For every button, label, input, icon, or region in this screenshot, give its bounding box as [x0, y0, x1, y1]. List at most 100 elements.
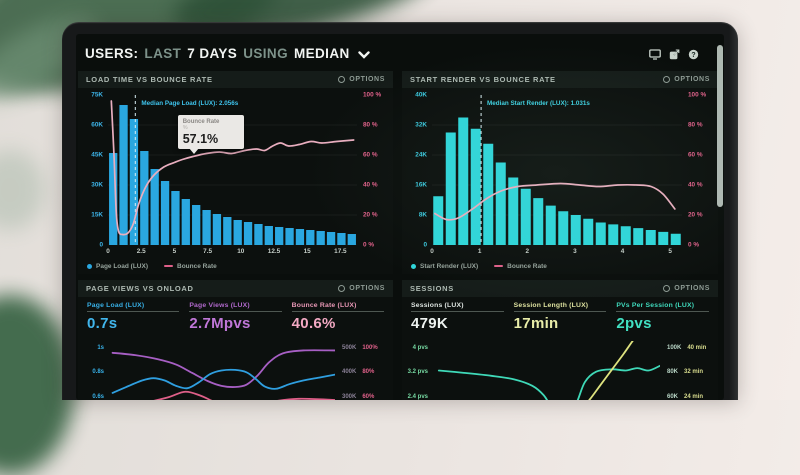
plot-area	[108, 341, 335, 400]
axis-tick: 4 pvs	[412, 344, 428, 351]
scrollbar-thumb[interactable]	[717, 45, 723, 207]
options-button[interactable]: OPTIONS	[338, 76, 385, 83]
stat-value: 2.7Mpvs	[189, 315, 251, 332]
axis-tick: 7.5	[203, 248, 213, 255]
axis-tick: 20 %	[688, 211, 703, 219]
start-render-chart: 40K 32K 24K 16K 8K 0 Median Start Render (LUX…	[402, 88, 718, 274]
stat-label: Session Length (LUX)	[513, 302, 607, 312]
axis-tick: 1	[477, 248, 482, 255]
axis-tick-value: 400K	[342, 369, 357, 376]
axis-tick: 0	[430, 248, 434, 255]
axis-tick: 15	[303, 248, 311, 255]
chevron-down-icon[interactable]	[357, 50, 370, 59]
gear-icon	[338, 76, 346, 83]
title-7days: 7 DAYS	[187, 46, 238, 61]
axis-tick: 60 %	[363, 151, 378, 159]
axis-tick: 3.2 pvs	[407, 369, 428, 376]
axis-tick: 15K	[91, 211, 103, 219]
axis-tick: 0	[99, 241, 103, 249]
axis-tick: 3	[573, 248, 577, 255]
legend-label: Start Render (LUX)	[420, 262, 479, 270]
axis-tick-value: 60%	[362, 394, 375, 400]
x-axis: 0 1 2 3 4 5	[430, 245, 682, 258]
svg-text:?: ?	[691, 52, 695, 59]
axis-tick: 2.4 pvs	[407, 394, 428, 400]
axis-tick-value: 300K	[342, 394, 357, 400]
axis-tick: 0 %	[363, 241, 375, 249]
axis-tick: 2.5	[136, 248, 146, 255]
tooltip-value: 57.1%	[182, 131, 219, 146]
plot-area: Median Page Load (LUX): 2.056s Bounce Rat…	[108, 95, 357, 245]
chart-canvas	[432, 341, 660, 400]
axis-tick-value: 80%	[362, 369, 375, 376]
axis-tick: 0	[106, 248, 110, 255]
tooltip-label: Bounce Rate	[182, 118, 220, 125]
panel-header: START RENDER VS BOUNCE RATE OPTIONS	[402, 71, 718, 88]
axis-tick: 5	[172, 248, 177, 255]
stat-label: PVs Per Session (LUX)	[616, 302, 709, 312]
axis-tick-value: 40 min	[687, 344, 707, 351]
axis-tick: 400K 80%	[342, 369, 374, 375]
help-icon[interactable]: ?	[688, 49, 699, 60]
panel-page-views: PAGE VIEWS VS ONLOAD OPTIONS Page Load (…	[78, 280, 393, 400]
axis-tick: 100K 40 min	[667, 345, 706, 351]
stat-block: Session Length (LUX) 17min	[513, 302, 607, 341]
axis-tick: 4	[620, 248, 625, 255]
legend-dot	[87, 263, 92, 269]
panel-title: SESSIONS	[410, 284, 454, 293]
legend-dash	[494, 265, 504, 267]
median-annotation: Median Page Load (LUX): 2.056s	[141, 100, 239, 107]
stats-row: Page Load (LUX) 0.7s Page Views (LUX) 2.7Mp…	[78, 297, 393, 341]
stat-label: Bounce Rate (LUX)	[291, 302, 384, 312]
share-icon[interactable]	[669, 49, 680, 60]
options-button[interactable]: OPTIONS	[663, 285, 710, 292]
axis-tick: 75K	[91, 91, 103, 99]
axis-tick: 16K	[415, 181, 427, 189]
axis-tick: 0.6s	[92, 394, 104, 400]
legend-label: Bounce Rate	[507, 262, 547, 270]
tooltip-sub: %	[182, 124, 188, 131]
axis-tick: 60K	[91, 121, 103, 129]
stat-value: 0.7s	[87, 315, 118, 332]
sessions-chart: Sessions (LUX) 479K Session Length (LUX) 17…	[402, 297, 718, 400]
panel-start-render: START RENDER VS BOUNCE RATE OPTIONS 40K 3…	[402, 71, 718, 274]
title-users: USERS:	[85, 46, 139, 61]
axis-tick: 0	[423, 241, 427, 249]
axis-tick: 500K 100%	[342, 345, 378, 351]
legend-item: Page Load (LUX)	[87, 263, 148, 270]
load-time-chart: 75K 60K 45K 30K 15K 0 Median Page Load (LUX):…	[78, 88, 393, 274]
axis-tick-value: 100%	[362, 344, 378, 351]
panel-header: PAGE VIEWS VS ONLOAD OPTIONS	[78, 280, 393, 297]
chart-canvas	[108, 341, 335, 400]
legend-item: Start Render (LUX)	[411, 263, 478, 270]
axis-tick: 8K	[418, 211, 427, 219]
stat-block: Sessions (LUX) 479K	[411, 302, 504, 341]
options-button[interactable]: OPTIONS	[338, 285, 385, 292]
y-axis-right: 100K 40 min 80K 32 min 60K 24 min	[660, 341, 718, 400]
toolbar: ?	[649, 49, 699, 60]
axis-tick: 100 %	[363, 91, 382, 99]
y-axis-right: 500K 100% 400K 80% 300K 60%	[335, 341, 393, 400]
axis-tick: 100 %	[688, 91, 707, 99]
axis-tick: 80 %	[688, 121, 703, 129]
axis-tick: 1s	[97, 344, 104, 351]
stat-label: Sessions (LUX)	[411, 302, 504, 312]
stat-block: Bounce Rate (LUX) 40.6%	[291, 302, 384, 341]
stat-block: Page Load (LUX) 0.7s	[87, 302, 180, 341]
axis-tick: 40K	[415, 91, 427, 99]
axis-tick: 0 %	[688, 241, 700, 249]
chart-canvas	[432, 95, 682, 245]
axis-tick: 5	[668, 248, 672, 255]
y-axis-left: 4 pvs 3.2 pvs 2.4 pvs	[402, 341, 432, 400]
panel-title: START RENDER VS BOUNCE RATE	[410, 75, 556, 84]
legend-item: Bounce Rate	[164, 263, 217, 270]
stat-block: Page Views (LUX) 2.7Mpvs	[189, 302, 282, 341]
axis-tick: 45K	[91, 151, 103, 159]
display-icon[interactable]	[649, 49, 661, 60]
tooltip: Bounce Rate% 57.1%	[177, 114, 244, 154]
options-label: OPTIONS	[349, 76, 385, 83]
options-button[interactable]: OPTIONS	[663, 76, 710, 83]
axis-tick: 24K	[415, 151, 427, 159]
axis-tick: 60K 24 min	[667, 394, 703, 400]
stat-value: 2pvs	[616, 315, 652, 332]
